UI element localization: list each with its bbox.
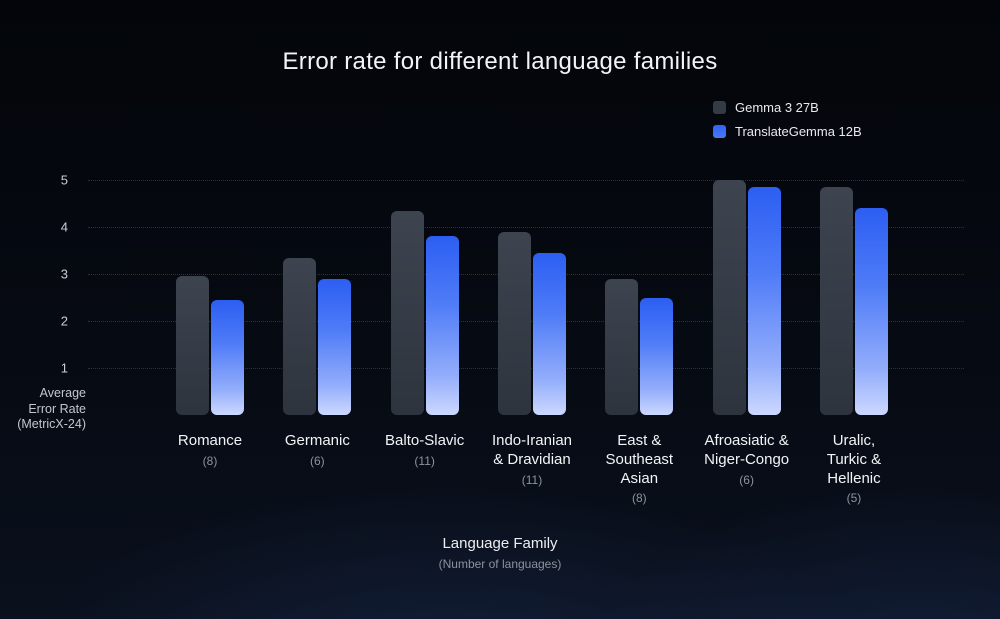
bar-gemma-3-27b-afroasiatic-niger-congo bbox=[712, 180, 746, 415]
y-axis-label: Average Error Rate (MetricX-24) bbox=[17, 386, 86, 432]
category-count: (8) bbox=[202, 453, 218, 468]
category-label-germanic: Germanic (6) bbox=[247, 432, 387, 469]
legend-label-translategemma: TranslateGemma 12B bbox=[735, 124, 862, 139]
x-axis-sublabel: (Number of languages) bbox=[438, 557, 562, 571]
category-count: (11) bbox=[414, 453, 435, 468]
y-axis-tick-label: 5 bbox=[60, 172, 68, 188]
bar-translategemma-12b-romance bbox=[211, 299, 244, 415]
x-axis-label: Language Family bbox=[442, 535, 558, 552]
bar-translategemma-12b-indo-iranian-dravidian bbox=[532, 252, 566, 415]
bar-translategemma-12b-uralic-turkic-hellenic bbox=[854, 208, 888, 415]
y-axis-tick-label: 4 bbox=[60, 219, 68, 235]
bar-gemma-3-27b-romance bbox=[176, 276, 209, 415]
category-label-romance: Romance (8) bbox=[140, 432, 280, 469]
category-label-balto-slavic: Balto-Slavic (11) bbox=[355, 432, 495, 469]
legend-label-gemma: Gemma 3 27B bbox=[735, 100, 819, 115]
category-count: (8) bbox=[631, 491, 647, 506]
category-count: (5) bbox=[846, 491, 862, 506]
bar-gemma-3-27b-germanic bbox=[283, 257, 317, 415]
legend-swatch-gemma bbox=[713, 101, 726, 114]
bar-gemma-3-27b-uralic-turkic-hellenic bbox=[819, 187, 853, 415]
legend-item-translategemma: TranslateGemma 12B bbox=[713, 124, 862, 139]
category-count: (6) bbox=[739, 472, 754, 487]
bar-gemma-3-27b-balto-slavic bbox=[390, 210, 424, 415]
y-axis-tick-label: 1 bbox=[60, 360, 68, 376]
y-axis-tick-label: 2 bbox=[60, 313, 68, 329]
category-label-afroasiatic-niger-congo: Afroasiatic & Niger-Congo (6) bbox=[677, 432, 817, 488]
bar-gemma-3-27b-indo-iranian-dravidian bbox=[497, 231, 531, 415]
gridline bbox=[88, 227, 964, 228]
category-label-east-southeast-asian: East & Southeast Asian (8) bbox=[569, 432, 709, 506]
bar-translategemma-12b-germanic bbox=[318, 278, 352, 415]
chart-title: Error rate for different language famili… bbox=[282, 48, 718, 75]
category-label-indo-iranian-dravidian: Indo-Iranian & Dravidian (11) bbox=[462, 432, 602, 488]
bar-gemma-3-27b-east-southeast-asian bbox=[605, 278, 639, 415]
bar-translategemma-12b-east-southeast-asian bbox=[640, 297, 674, 415]
bar-translategemma-12b-afroasiatic-niger-congo bbox=[747, 187, 781, 415]
legend-swatch-translategemma bbox=[713, 125, 726, 138]
gridline bbox=[88, 180, 964, 181]
category-label-uralic-turkic-hellenic: Uralic, Turkic & Hellenic (5) bbox=[784, 432, 924, 506]
y-axis-tick-label: 3 bbox=[60, 266, 68, 282]
legend-item-gemma: Gemma 3 27B bbox=[713, 100, 862, 115]
category-count: (6) bbox=[309, 453, 325, 468]
category-count: (11) bbox=[521, 472, 543, 487]
bar-translategemma-12b-balto-slavic bbox=[425, 236, 459, 415]
legend: Gemma 3 27B TranslateGemma 12B bbox=[713, 100, 862, 139]
